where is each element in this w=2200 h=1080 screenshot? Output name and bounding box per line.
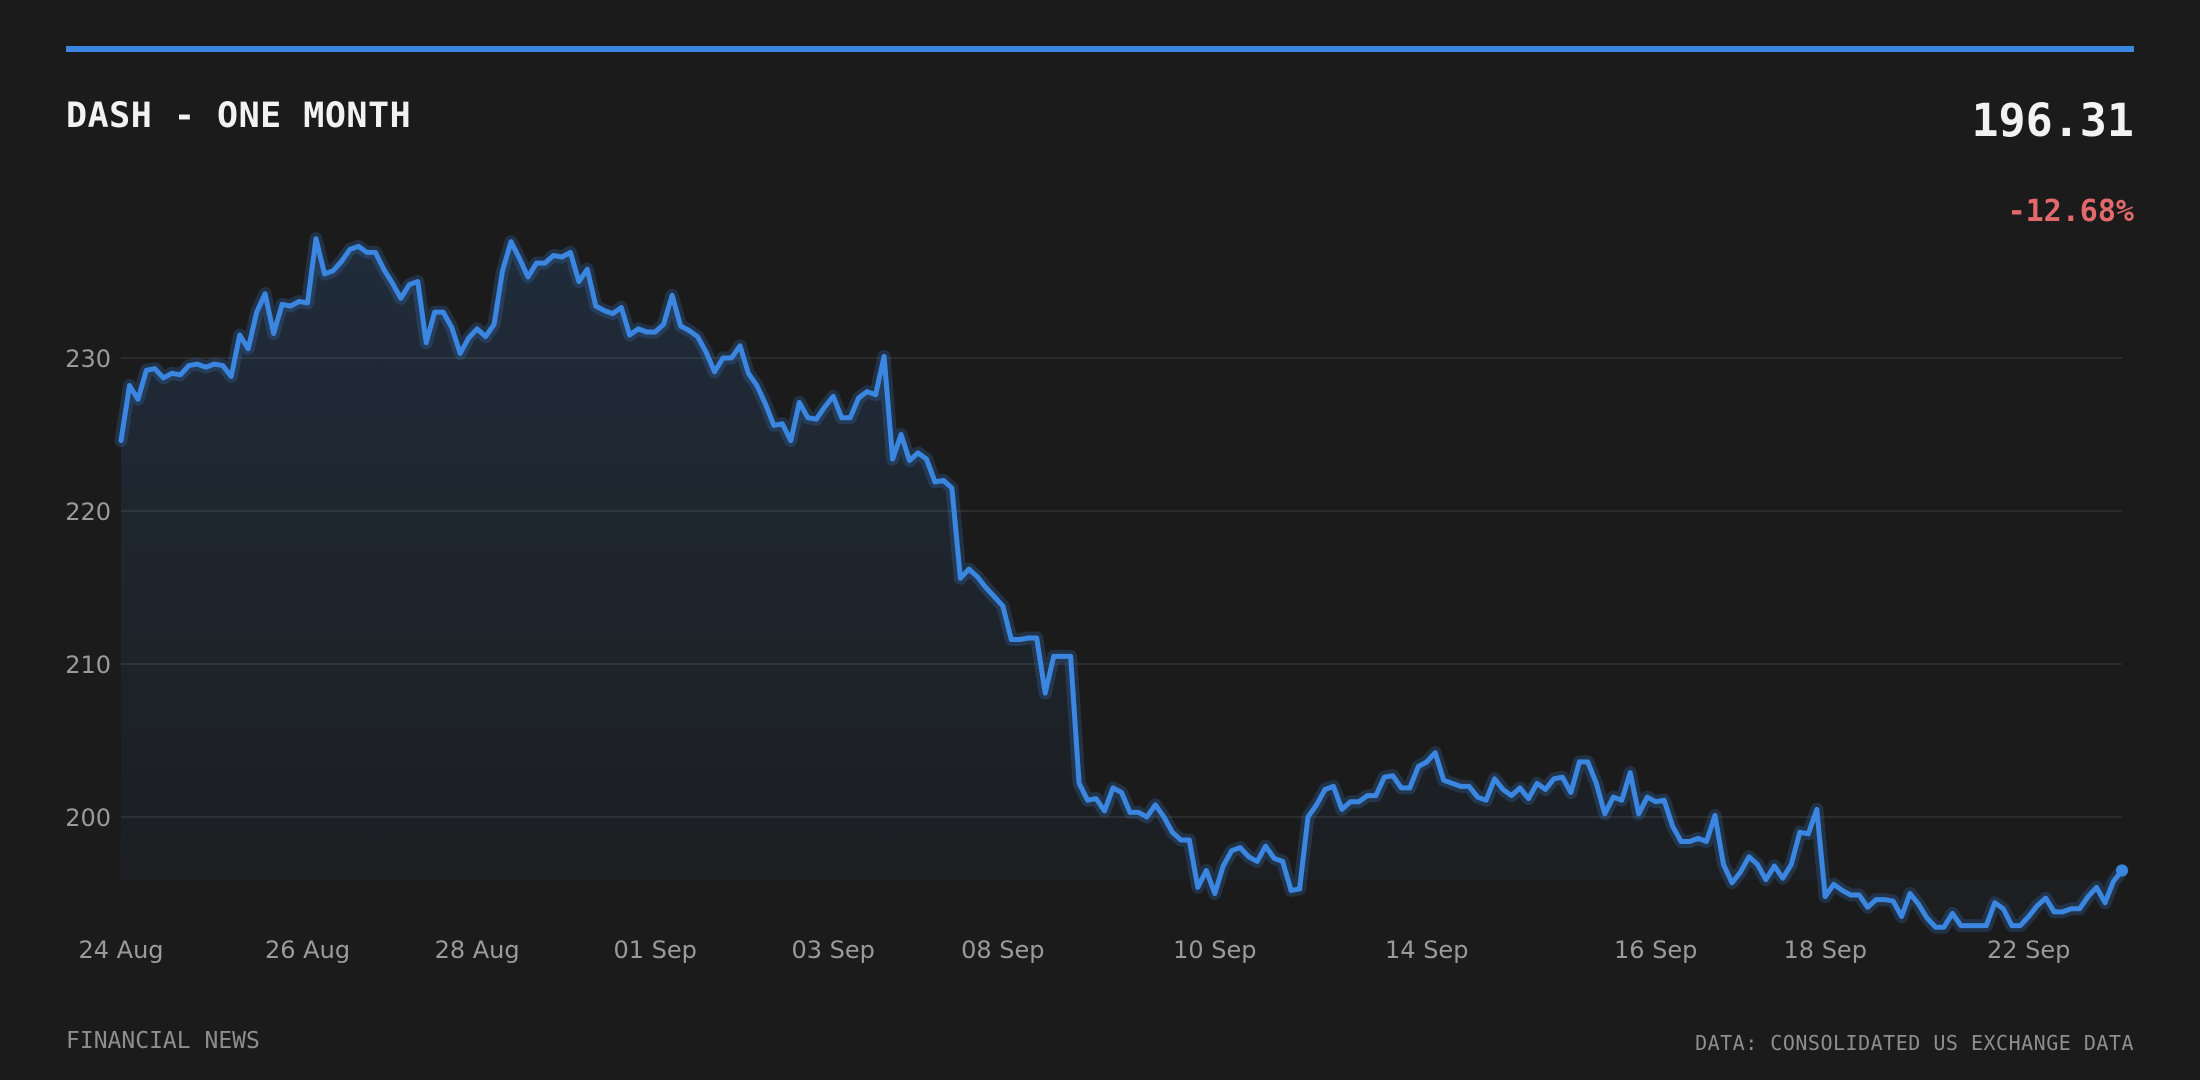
price-change: -12.68%	[2007, 194, 2134, 229]
x-tick-label: 16 Sep	[1614, 936, 1697, 964]
x-tick-label: 01 Sep	[613, 936, 696, 964]
footer-source-left: FINANCIAL NEWS	[66, 1028, 260, 1054]
x-tick-label: 18 Sep	[1784, 936, 1867, 964]
x-tick-label: 14 Sep	[1385, 936, 1468, 964]
x-tick-label: 24 Aug	[78, 936, 163, 964]
current-price: 196.31	[1971, 94, 2134, 147]
series-line	[118, 236, 2125, 930]
y-tick-label: 210	[65, 651, 111, 679]
header-accent-rule	[66, 46, 2134, 52]
x-tick-label: 10 Sep	[1173, 936, 1256, 964]
chart-title: DASH - ONE MONTH	[66, 96, 412, 136]
x-tick-label: 22 Sep	[1987, 936, 2070, 964]
footer-data-credit: DATA: CONSOLIDATED US EXCHANGE DATA	[1695, 1031, 2134, 1055]
y-tick-label: 220	[65, 498, 111, 526]
y-tick-label: 230	[65, 345, 111, 373]
area-fill	[121, 238, 2122, 928]
y-tick-label: 200	[65, 804, 111, 832]
last-price-point	[2116, 864, 2128, 877]
x-tick-label: 08 Sep	[961, 936, 1044, 964]
x-tick-label: 03 Sep	[792, 936, 875, 964]
x-tick-label: 26 Aug	[265, 936, 350, 964]
series-layer	[114, 232, 2129, 934]
x-axis: 24 Aug 26 Aug 28 Aug 01 Sep 03 Sep 08 Sep 10 S…	[78, 936, 2070, 964]
y-axis: 200 210 220 230	[65, 345, 111, 832]
x-tick-label: 28 Aug	[435, 936, 520, 964]
